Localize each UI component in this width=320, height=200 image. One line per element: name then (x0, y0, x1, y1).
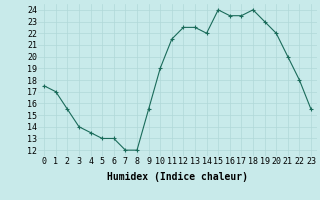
X-axis label: Humidex (Indice chaleur): Humidex (Indice chaleur) (107, 172, 248, 182)
